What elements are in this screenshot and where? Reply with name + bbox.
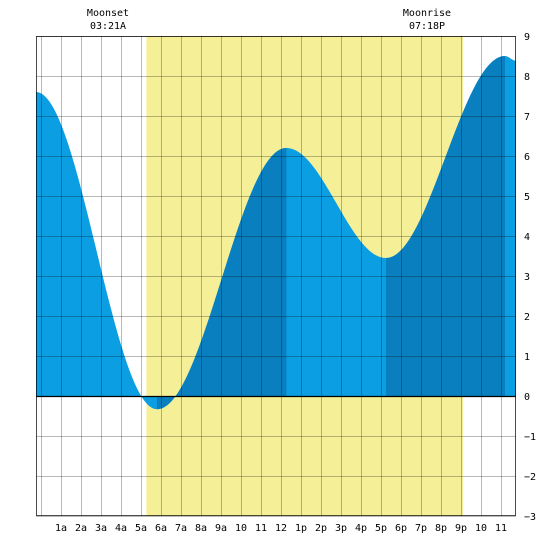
x-tick-label: 11 [495, 523, 507, 534]
x-tick-label: 8p [435, 523, 447, 534]
moon-event-time: 03:21A [90, 21, 126, 32]
x-tick-label: 6a [155, 523, 167, 534]
x-tick-label: 12 [275, 523, 287, 534]
y-tick-label: −3 [524, 512, 536, 523]
x-tick-label: 7p [415, 523, 427, 534]
x-tick-label: 1a [55, 523, 67, 534]
y-tick-label: −2 [524, 472, 536, 483]
x-tick-label: 9p [455, 523, 467, 534]
y-tick-label: 8 [524, 72, 530, 83]
x-tick-label: 10 [235, 523, 247, 534]
x-tick-label: 3a [95, 523, 107, 534]
moon-event-label: Moonrise [403, 8, 451, 19]
x-tick-label: 2p [315, 523, 327, 534]
plot-border [36, 36, 516, 516]
y-tick-label: 5 [524, 192, 530, 203]
x-tick-label: 4a [115, 523, 127, 534]
x-tick-label: 5a [135, 523, 147, 534]
x-tick-label: 7a [175, 523, 187, 534]
x-tick-label: 8a [195, 523, 207, 534]
x-tick-label: 5p [375, 523, 387, 534]
moon-event-label: Moonset [87, 8, 129, 19]
x-tick-label: 1p [295, 523, 307, 534]
y-tick-label: 6 [524, 152, 530, 163]
x-tick-label: 3p [335, 523, 347, 534]
y-tick-label: −1 [524, 432, 536, 443]
y-tick-label: 0 [524, 392, 530, 403]
y-tick-label: 4 [524, 232, 530, 243]
x-tick-label: 10 [475, 523, 487, 534]
x-tick-label: 11 [255, 523, 267, 534]
x-tick-label: 6p [395, 523, 407, 534]
x-tick-label: 4p [355, 523, 367, 534]
x-tick-label: 2a [75, 523, 87, 534]
y-tick-label: 3 [524, 272, 530, 283]
tide-rising-band [386, 56, 505, 396]
moon-event-time: 07:18P [409, 21, 445, 32]
y-tick-label: 2 [524, 312, 530, 323]
y-tick-label: 9 [524, 32, 530, 43]
x-tick-label: 9a [215, 523, 227, 534]
y-tick-label: 1 [524, 352, 530, 363]
y-tick-label: 7 [524, 112, 530, 123]
